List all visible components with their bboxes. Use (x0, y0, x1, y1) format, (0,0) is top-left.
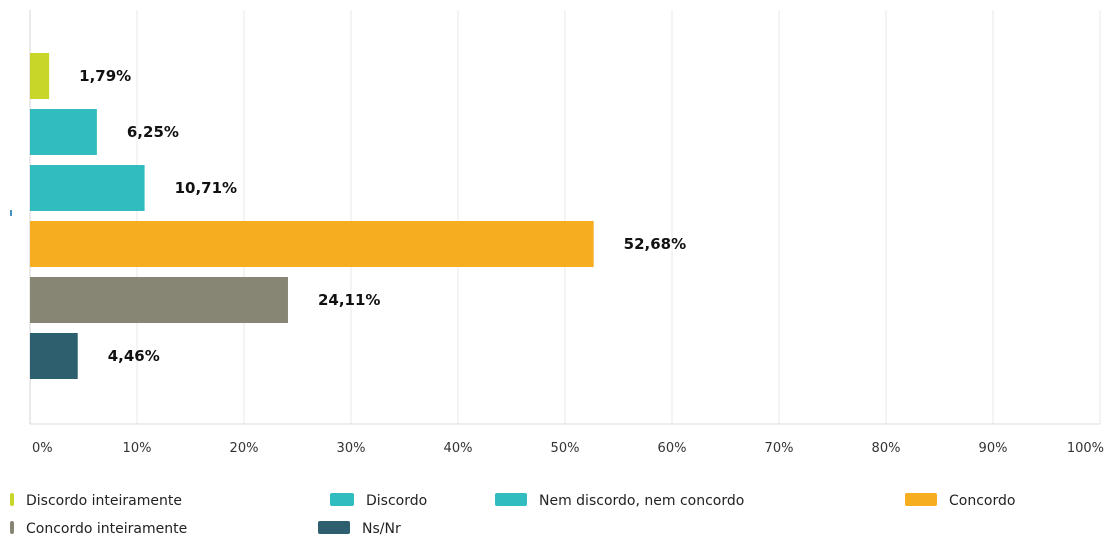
x-tick-label-30: 30% (337, 441, 366, 456)
bar-6 (30, 333, 78, 379)
data-label-1: 1,79% (79, 67, 131, 85)
x-tick-label-60: 60% (658, 441, 687, 456)
data-label-3: 10,71% (175, 179, 237, 197)
legend-label-1: Discordo inteiramente (26, 493, 182, 509)
x-tick-label-80: 80% (872, 441, 901, 456)
x-tick-label-10: 10% (123, 441, 152, 456)
legend-label-6: Ns/Nr (362, 521, 401, 537)
legend-swatch-5 (10, 521, 14, 534)
bars: 1,79% 6,25% 10,71% 52,68% 24,11% 4,46% (30, 53, 686, 379)
data-label-5: 24,11% (318, 291, 380, 309)
legend-swatch-4 (905, 493, 937, 506)
legend: Discordo inteiramente Discordo Nem discord… (10, 493, 1015, 537)
data-label-4: 52,68% (624, 235, 686, 253)
x-tick-label-90: 90% (979, 441, 1008, 456)
x-tick-label-20: 20% (230, 441, 259, 456)
bar-3 (30, 165, 145, 211)
legend-label-2: Discordo (366, 493, 427, 509)
gridlines (10, 10, 1101, 425)
x-tick-label-0: 0% (32, 441, 53, 456)
bar-1 (30, 53, 50, 99)
legend-label-3: Nem discordo, nem concordo (539, 493, 744, 509)
x-axis: 0% 10% 20% 30% 40% 50% 60% 70% 80% 90% 100% (32, 441, 1104, 456)
legend-label-5: Concordo inteiramente (26, 521, 187, 537)
bar-4 (30, 221, 594, 267)
legend-swatch-3 (495, 493, 527, 506)
legend-swatch-2 (330, 493, 354, 506)
legend-label-4: Concordo (949, 493, 1015, 509)
x-tick-label-100: 100% (1067, 441, 1104, 456)
legend-swatch-1 (10, 493, 14, 506)
bar-2 (30, 109, 97, 155)
data-label-6: 4,46% (108, 347, 160, 365)
legend-swatch-6 (318, 521, 350, 534)
x-tick-label-40: 40% (444, 441, 473, 456)
x-tick-label-50: 50% (551, 441, 580, 456)
data-label-2: 6,25% (127, 123, 179, 141)
x-tick-label-70: 70% (765, 441, 794, 456)
bar-5 (30, 277, 288, 323)
